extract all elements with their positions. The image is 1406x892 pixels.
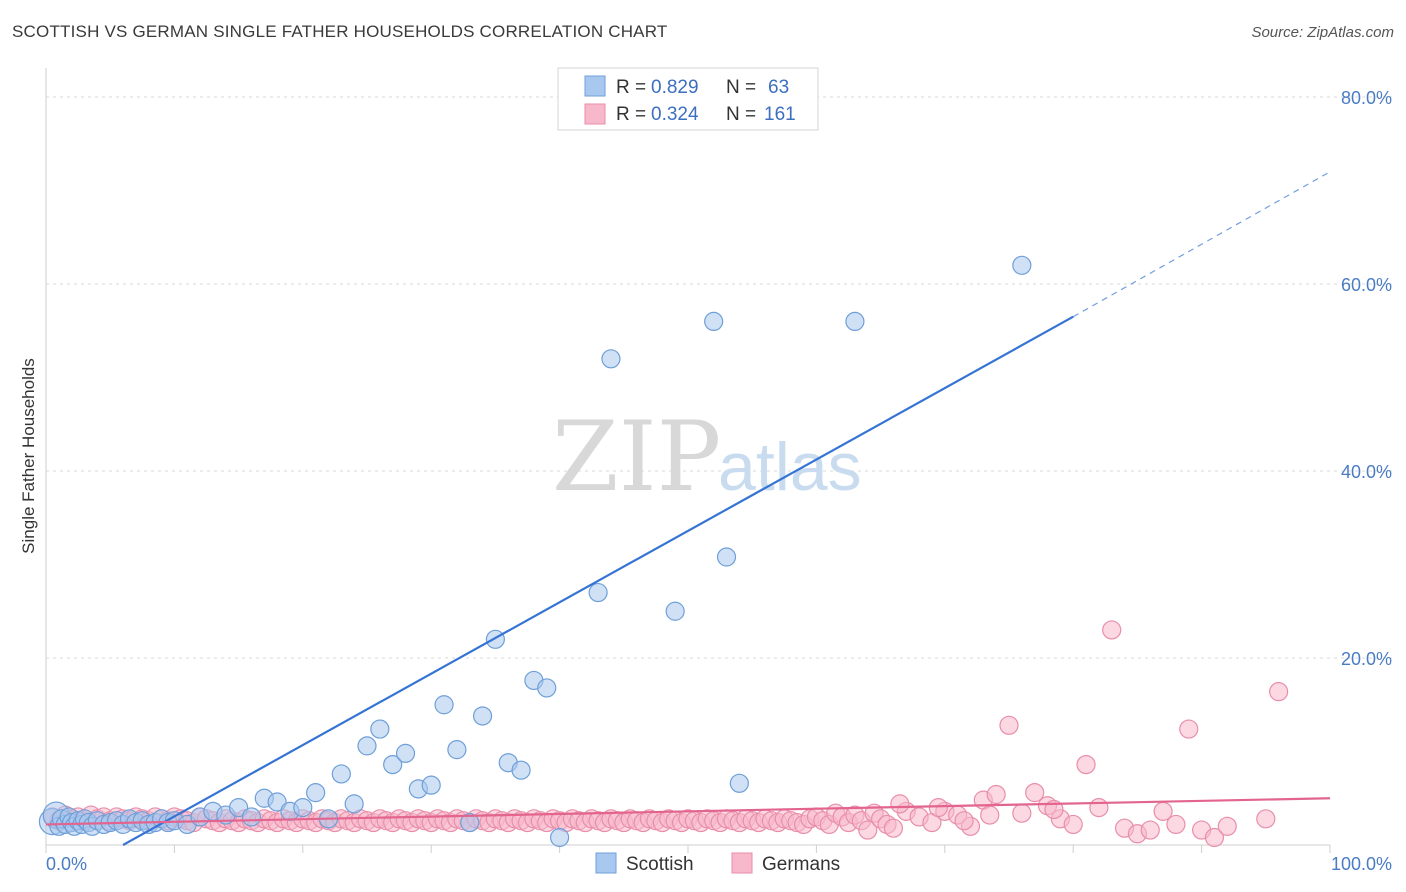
scottish-point (331, 764, 351, 784)
watermark-zip: ZIP (552, 401, 721, 513)
german-point (1089, 797, 1109, 818)
scottish-point (370, 719, 390, 739)
legend-n-label-germans: N = (726, 104, 756, 125)
scottish-point (344, 794, 364, 814)
scottish-point (665, 601, 685, 621)
german-point (980, 805, 1000, 825)
german-point (1256, 809, 1276, 829)
german-point (928, 797, 948, 818)
scottish-point (472, 706, 493, 726)
source-credit: Source: ZipAtlas.com (1251, 24, 1394, 41)
legend-n-value-scottish: 63 (768, 77, 789, 98)
y-tick-label-20: 20.0% (1341, 649, 1392, 669)
scottish-point (716, 547, 737, 567)
german-point (883, 818, 904, 838)
watermark-atlas: atlas (718, 429, 862, 505)
german-point (1012, 803, 1032, 823)
scottish-point (1012, 255, 1032, 275)
scottish-point (357, 736, 377, 756)
y-axis-label: Single Father Households (19, 358, 38, 554)
scottish-point (421, 775, 441, 795)
scottish-point (588, 582, 608, 603)
scottish-trend-extension (1072, 171, 1331, 318)
legend-r-value-germans: 0.324 (651, 104, 699, 125)
legend-swatch-germans (584, 103, 606, 125)
x-tick-label-0: 0.0% (46, 854, 87, 874)
legend-r-value-scottish: 0.829 (651, 77, 699, 98)
scottish-point (306, 783, 326, 803)
series-legend: Scottish Germans (595, 852, 840, 875)
y-axis-tick-labels: 20.0% 40.0% 60.0% 80.0% (1341, 88, 1392, 669)
x-tick-label-100: 100.0% (1331, 854, 1392, 874)
bottom-legend-label-germans: Germans (762, 854, 840, 875)
scottish-point (241, 807, 262, 827)
german-point (999, 715, 1019, 735)
scottish-point (293, 797, 313, 818)
correlation-legend: R = 0.829 N = 63 R = 0.324 N = 161 (557, 67, 819, 131)
scottish-point (267, 792, 287, 812)
scottish-point (460, 812, 480, 833)
german-point (1025, 783, 1045, 803)
legend-r-label-scottish: R = (616, 77, 646, 98)
scottish-point (229, 797, 249, 818)
legend-r-label-germans: R = (616, 104, 646, 125)
german-point (890, 794, 910, 814)
bottom-legend-swatch-scottish (595, 852, 617, 874)
scottish-point (485, 629, 505, 649)
chart-title: SCOTTISH VS GERMAN SINGLE FATHER HOUSEHO… (12, 22, 668, 41)
german-point (858, 820, 878, 840)
german-point (1140, 820, 1160, 840)
scottish-point (395, 743, 416, 763)
german-point (1102, 620, 1122, 640)
bottom-legend-label-scottish: Scottish (626, 854, 694, 875)
scottish-point (704, 311, 724, 331)
scottish-point (511, 760, 531, 780)
scottish-point (447, 740, 467, 760)
scottish-points (38, 255, 1032, 848)
scottish-point (549, 827, 570, 848)
grid-lines (46, 96, 1392, 659)
legend-n-label-scottish: N = (726, 77, 756, 98)
german-point (1063, 814, 1083, 835)
scottish-point (537, 678, 557, 698)
scottish-point (601, 349, 621, 369)
german-point (1076, 754, 1096, 775)
german-point (1217, 816, 1237, 836)
x-axis-tick-labels: 0.0% 100.0% (46, 854, 1392, 874)
german-point (1166, 814, 1186, 835)
trend-lines (45, 171, 1331, 846)
legend-n-value-germans: 161 (764, 104, 796, 125)
scottish-trend-line (122, 315, 1074, 846)
legend-swatch-scottish (584, 75, 606, 97)
y-tick-label-60: 60.0% (1341, 275, 1392, 295)
scottish-point (434, 695, 454, 715)
german-point (986, 784, 1006, 805)
scottish-point (845, 311, 865, 331)
german-point (1179, 719, 1199, 739)
german-point (1269, 682, 1289, 702)
german-point (1204, 827, 1225, 848)
german-trend-line (45, 797, 1331, 826)
scottish-point (383, 754, 403, 775)
y-tick-label-80: 80.0% (1341, 88, 1392, 108)
scottish-point (729, 773, 749, 793)
x-axis-ticks (45, 845, 1331, 853)
german-point (954, 811, 974, 831)
bottom-legend-swatch-germans (731, 852, 753, 874)
y-tick-label-40: 40.0% (1341, 462, 1392, 482)
